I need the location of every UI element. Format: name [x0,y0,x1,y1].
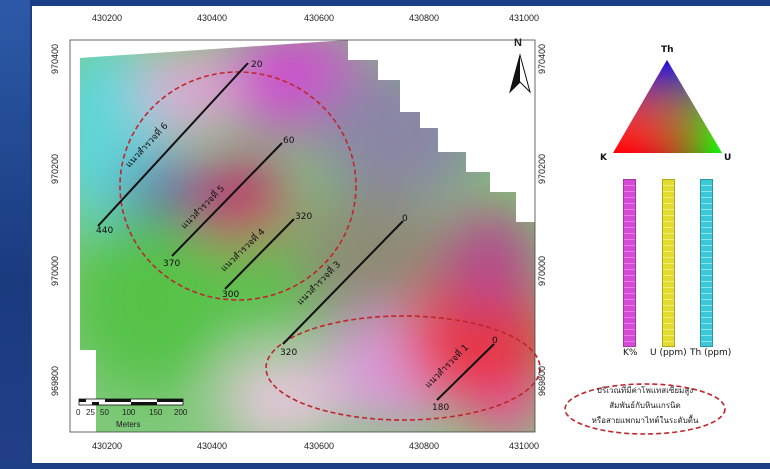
scale-unit: Meters [116,420,141,429]
scale-label-25: 25 [86,408,95,417]
legend-ellipse [564,383,726,435]
x-tick-top-2: 430400 [197,13,228,23]
north-arrow-icon [509,53,531,94]
scale-bar [78,398,184,406]
ternary-label-th: Th [661,45,674,55]
legend-note-line-2: สัมพันธ์กับหินแกรนิต [609,401,681,410]
y-tick-right-1: 970400 [537,43,548,75]
map-raster [80,40,535,432]
ternary-label-k: K [600,153,607,163]
y-tick-left-1: 970400 [50,43,61,75]
profile-end-4: 320 [295,212,313,222]
profile-line-3 [282,220,404,345]
color-bar-th [700,179,713,347]
profile-start-1: 180 [432,403,450,413]
profile-end-6: 20 [251,60,263,70]
profile-line-6 [97,62,249,227]
profile-line-5 [171,142,283,257]
x-tick-bottom-2: 430400 [197,441,228,451]
x-tick-top-1: 430200 [92,13,123,23]
profile-end-3: 0 [402,214,408,224]
map-frame [69,39,536,433]
scale-label-200: 200 [174,408,188,417]
x-tick-top-4: 430800 [409,13,440,23]
color-bar-label-k: K% [623,348,638,358]
frame-top [0,0,770,6]
y-tick-right-2: 970200 [537,153,548,185]
ternary-diagram [613,60,722,153]
profile-line-4 [224,218,295,290]
profile-start-6: 440 [96,226,114,236]
frame-left-bar [0,0,30,469]
profile-end-1: 0 [492,336,498,346]
scale-label-150: 150 [149,408,163,417]
x-tick-top-5: 431000 [509,13,540,23]
y-tick-left-2: 970200 [50,153,61,185]
ternary-label-u: U [724,153,732,163]
color-bar-label-th: Th (ppm) [690,348,732,358]
y-tick-left-3: 970000 [50,255,61,287]
anomaly-ellipse-north [119,71,357,301]
x-tick-bottom-5: 431000 [509,441,540,451]
x-tick-bottom-1: 430200 [92,441,123,451]
north-label: N [514,37,522,49]
profile-end-5: 60 [283,136,295,146]
radiometric-map [70,40,535,432]
color-bar-k [623,179,636,347]
profile-line-1 [436,343,495,401]
anomaly-ellipse-south [265,315,541,421]
y-tick-left-4: 969800 [50,365,61,397]
legend-note-line-3: หรือสายแพกมาไทต์ในระดับตื้น [591,416,699,425]
frame-bottom [0,463,770,469]
x-tick-bottom-3: 430600 [304,441,335,451]
color-bar-u [662,179,675,347]
profile-start-3: 320 [280,348,298,358]
y-tick-right-3: 970000 [537,255,548,287]
scale-label-0: 0 [76,408,81,417]
profile-start-5: 370 [163,259,181,269]
x-tick-top-3: 430600 [304,13,335,23]
y-tick-right-4: 969800 [537,365,548,397]
x-tick-bottom-4: 430800 [409,441,440,451]
scale-label-100: 100 [122,408,136,417]
scale-label-50: 50 [100,408,109,417]
color-bar-label-u: U (ppm) [650,348,687,358]
legend-note-line-1: บริเวณที่มีค่าโพแทสเซียมสูง [596,386,694,395]
profile-start-4: 300 [222,290,240,300]
